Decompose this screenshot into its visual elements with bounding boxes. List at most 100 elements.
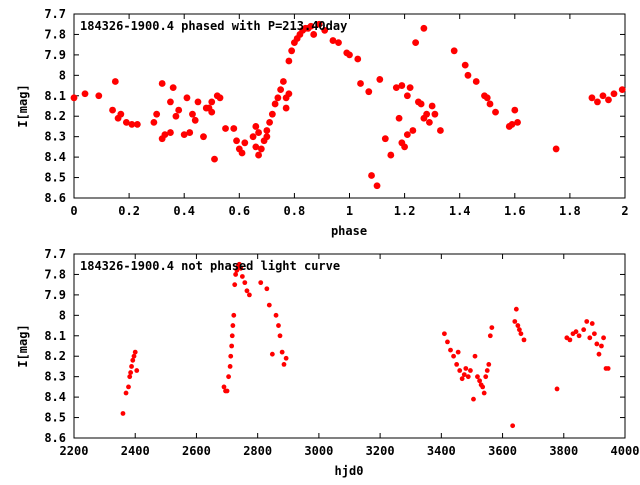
data-point bbox=[354, 55, 362, 63]
y-tick-label: 7.7 bbox=[44, 7, 66, 21]
data-point bbox=[123, 390, 129, 396]
data-point bbox=[484, 368, 490, 373]
x-tick-label: 0 bbox=[70, 204, 77, 218]
data-point bbox=[552, 145, 560, 153]
data-point bbox=[189, 110, 196, 118]
data-point bbox=[161, 131, 169, 139]
data-point bbox=[230, 125, 238, 132]
data-point bbox=[226, 374, 231, 380]
y-tick-label: 8.4 bbox=[44, 390, 66, 404]
data-point bbox=[183, 94, 191, 102]
data-point bbox=[581, 327, 587, 333]
y-tick-labels: 7.7 7.8 7.9 8 8.1 8.2 8.3 8.4 8.5 8.6 bbox=[44, 7, 66, 205]
x-tick-label: 0.8 bbox=[284, 204, 306, 218]
data-point bbox=[461, 372, 467, 378]
phased-light-curve-panel: 0 0.2 0.4 0.6 0.8 1 1.2 1.4 1.6 1.8 2 7.7 7.8 7.9 8 8.… bbox=[16, 7, 629, 238]
data-point bbox=[599, 343, 604, 349]
y-tick-label: 7.9 bbox=[44, 288, 66, 302]
data-point bbox=[477, 378, 482, 384]
data-point bbox=[420, 24, 428, 32]
x-tick-label: 2800 bbox=[243, 444, 272, 458]
data-point bbox=[335, 39, 342, 47]
data-point bbox=[228, 353, 234, 359]
x-tick-label: 1.4 bbox=[449, 204, 471, 218]
data-points bbox=[70, 20, 626, 190]
data-point bbox=[234, 267, 240, 273]
data-point bbox=[231, 312, 237, 318]
x-tick-labels: 0 0.2 0.4 0.6 0.8 1 1.2 1.4 1.6 1.8 2 bbox=[70, 204, 628, 218]
data-point bbox=[276, 323, 281, 328]
data-point bbox=[194, 98, 202, 106]
plot-frame bbox=[73, 13, 626, 199]
data-point bbox=[230, 323, 236, 328]
data-point bbox=[596, 351, 602, 357]
data-point bbox=[133, 121, 141, 128]
data-point bbox=[516, 327, 522, 333]
x-tick-label: 3800 bbox=[549, 444, 578, 458]
data-point bbox=[486, 362, 492, 367]
data-point bbox=[117, 110, 125, 118]
data-point bbox=[492, 108, 499, 116]
data-point bbox=[153, 110, 161, 118]
y-tick-label: 8.1 bbox=[44, 89, 66, 103]
data-point bbox=[126, 384, 131, 390]
data-point bbox=[428, 102, 436, 110]
data-point bbox=[255, 129, 262, 136]
data-point bbox=[269, 351, 275, 357]
x-tick-label: 3400 bbox=[427, 444, 456, 458]
data-point bbox=[285, 90, 293, 98]
x-tick-label: 2400 bbox=[121, 444, 150, 458]
y-tick-label: 8.5 bbox=[44, 411, 66, 425]
data-point bbox=[445, 339, 450, 345]
data-point bbox=[521, 337, 527, 343]
y-tick-label: 8.2 bbox=[44, 349, 66, 363]
data-point bbox=[431, 110, 439, 118]
x-tick-label: 3000 bbox=[304, 444, 333, 458]
y-tick-label: 7.7 bbox=[44, 247, 66, 261]
data-point bbox=[282, 104, 290, 112]
data-point bbox=[310, 31, 318, 38]
data-point bbox=[587, 335, 593, 341]
data-point bbox=[236, 261, 242, 267]
y-axis-label: I[mag] bbox=[16, 84, 30, 127]
data-point bbox=[229, 333, 235, 339]
data-point bbox=[398, 82, 406, 89]
data-point bbox=[464, 71, 472, 79]
data-point bbox=[315, 20, 323, 28]
data-point bbox=[321, 26, 329, 34]
plot-frame bbox=[73, 253, 626, 439]
chart-title: 184326-1900.4 phased with P=213.40day bbox=[80, 19, 347, 33]
data-point bbox=[412, 39, 420, 47]
x-tick-label: 2200 bbox=[60, 444, 89, 458]
x-tick-label: 1 bbox=[346, 204, 353, 218]
data-point bbox=[122, 118, 130, 126]
data-point bbox=[472, 78, 480, 85]
data-point bbox=[279, 78, 287, 85]
data-point bbox=[514, 118, 521, 126]
y-tick-labels: 7.7 7.8 7.9 8 8.1 8.2 8.3 8.4 8.5 8.6 bbox=[44, 247, 66, 445]
data-point bbox=[463, 366, 469, 371]
data-point bbox=[127, 374, 133, 380]
data-point bbox=[239, 274, 245, 279]
data-point bbox=[238, 265, 244, 271]
y-tick-label: 8.3 bbox=[44, 130, 66, 144]
tick-marks bbox=[73, 253, 626, 439]
data-point bbox=[255, 151, 262, 159]
data-point bbox=[459, 376, 465, 382]
x-tick-label: 0.2 bbox=[118, 204, 140, 218]
data-point bbox=[346, 51, 353, 59]
data-point bbox=[221, 384, 227, 390]
data-point bbox=[247, 292, 252, 298]
x-tick-label: 4000 bbox=[611, 444, 640, 458]
x-tick-label: 1.6 bbox=[504, 204, 526, 218]
data-point bbox=[132, 349, 138, 355]
data-point bbox=[307, 22, 315, 30]
data-point bbox=[395, 114, 403, 122]
data-point bbox=[130, 357, 136, 363]
data-point bbox=[368, 172, 375, 179]
data-point bbox=[268, 110, 276, 118]
data-point bbox=[273, 312, 279, 318]
data-point bbox=[167, 129, 174, 136]
y-tick-label: 8.2 bbox=[44, 109, 66, 123]
